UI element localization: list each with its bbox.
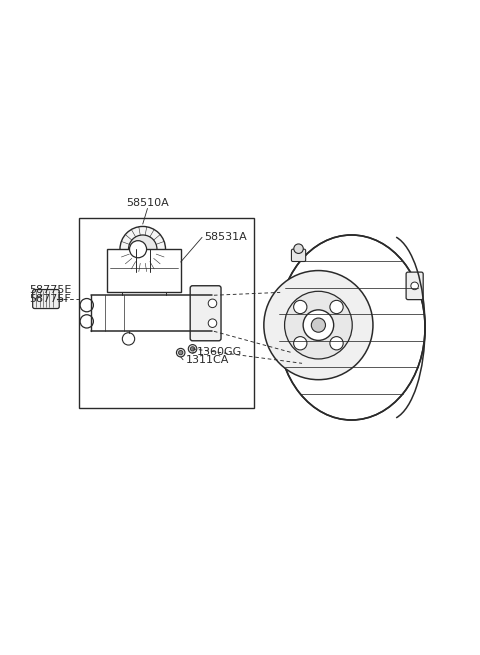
Ellipse shape	[191, 346, 195, 351]
Circle shape	[303, 310, 334, 341]
Ellipse shape	[80, 315, 94, 328]
Circle shape	[129, 235, 157, 263]
Circle shape	[264, 271, 373, 380]
Ellipse shape	[188, 345, 197, 353]
Circle shape	[411, 282, 419, 290]
Circle shape	[294, 244, 303, 253]
Text: 58510A: 58510A	[126, 198, 169, 208]
Text: 1311CA: 1311CA	[185, 355, 229, 365]
Ellipse shape	[80, 299, 94, 312]
Circle shape	[130, 240, 146, 258]
Ellipse shape	[294, 337, 307, 350]
Bar	[79, 218, 254, 408]
FancyBboxPatch shape	[291, 249, 306, 261]
Ellipse shape	[330, 301, 343, 314]
FancyBboxPatch shape	[107, 249, 180, 292]
Circle shape	[122, 333, 135, 345]
Text: 1360GG: 1360GG	[196, 347, 241, 357]
FancyBboxPatch shape	[33, 290, 59, 309]
Ellipse shape	[294, 301, 307, 314]
Circle shape	[120, 227, 166, 272]
Circle shape	[208, 319, 217, 328]
Ellipse shape	[179, 350, 183, 355]
Ellipse shape	[330, 337, 343, 350]
Text: 58775F: 58775F	[29, 294, 71, 304]
FancyBboxPatch shape	[190, 286, 221, 341]
Ellipse shape	[278, 235, 425, 420]
FancyBboxPatch shape	[406, 272, 423, 299]
Text: 58775E: 58775E	[29, 286, 71, 295]
Text: 58531A: 58531A	[204, 233, 247, 242]
Circle shape	[312, 318, 325, 332]
Circle shape	[208, 299, 217, 308]
Ellipse shape	[177, 348, 185, 357]
Circle shape	[285, 291, 352, 359]
